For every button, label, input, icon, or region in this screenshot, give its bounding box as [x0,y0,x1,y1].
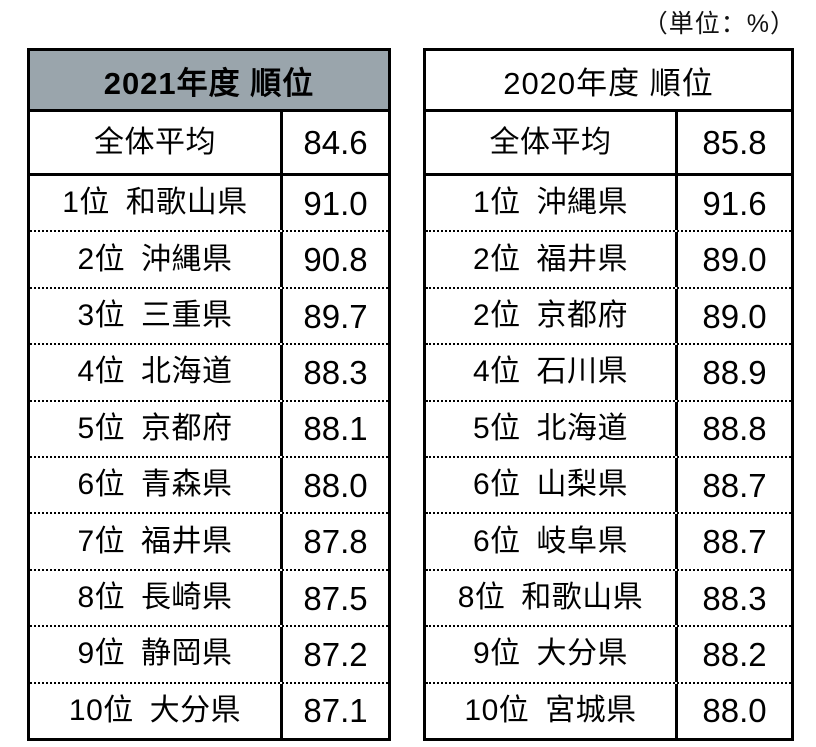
rank-prefecture-cell: 1位 和歌山県 [62,186,248,220]
table-row: 1位 沖縄県 91.6 [426,176,791,231]
table-row: 1位 和歌山県 91.0 [30,176,388,231]
rank-prefecture-cell: 8位 長崎県 [77,581,233,615]
percentage-value-cell: 87.1 [280,683,388,739]
table-row: 10位 宮城県 88.0 [426,681,791,739]
rank-prefecture-cell: 6位 青森県 [77,468,233,502]
table-row: 2位 京都府 89.0 [426,286,791,344]
percentage-value-cell: 88.9 [675,345,791,400]
percentage-value-cell: 87.5 [280,570,388,626]
table-row: 4位 石川県 88.9 [426,343,791,400]
table-row: 8位 長崎県 87.5 [30,568,388,626]
table-body-fy2021: 全体平均 84.6 1位 和歌山県 91.0 2位 沖縄県 90.8 3位 三重県 89.7 4… [30,112,388,739]
percentage-value-cell: 88.2 [675,627,791,682]
table-body-fy2020: 全体平均 85.8 1位 沖縄県 91.6 2位 福井県 89.0 2位 京都府 89.0 4位… [426,112,791,739]
table-row: 全体平均 85.8 [426,112,791,176]
rank-prefecture-cell: 1位 沖縄県 [472,186,629,220]
percentage-value-cell: 84.6 [280,112,388,173]
rank-prefecture-cell: 3位 三重県 [77,299,233,333]
rank-prefecture-cell: 2位 沖縄県 [77,242,233,276]
percentage-value-cell: 89.0 [675,232,791,287]
percentage-value-cell: 87.8 [280,514,388,569]
table-row: 全体平均 84.6 [30,112,388,176]
rank-prefecture-cell: 8位 和歌山県 [457,581,644,615]
rank-prefecture-cell: 6位 山梨県 [472,468,629,502]
percentage-value-cell: 88.7 [675,514,791,569]
table-row: 2位 福井県 89.0 [426,230,791,287]
table-row: 4位 北海道 88.3 [30,343,388,400]
percentage-value-cell: 88.3 [675,570,791,626]
percentage-value-cell: 88.0 [675,683,791,739]
percentage-value-cell: 88.0 [280,458,388,513]
percentage-value-cell: 91.6 [675,176,791,231]
table-row: 5位 北海道 88.8 [426,399,791,457]
percentage-value-cell: 87.2 [280,627,388,682]
table-row: 7位 福井県 87.8 [30,512,388,569]
rank-prefecture-cell: 2位 京都府 [472,299,629,333]
percentage-value-cell: 91.0 [280,176,388,231]
table-header-fy2020: 2020年度 順位 [426,51,791,112]
percentage-value-cell: 88.7 [675,458,791,513]
percentage-value-cell: 90.8 [280,232,388,287]
percentage-value-cell: 89.0 [675,288,791,344]
rank-prefecture-cell: 4位 北海道 [77,355,233,389]
table-row: 6位 岐阜県 88.7 [426,512,791,569]
table-row: 6位 山梨県 88.7 [426,456,791,513]
table-title: 2021年度 順位 [103,65,315,101]
table-row: 8位 和歌山県 88.3 [426,568,791,626]
rank-prefecture-cell: 4位 石川県 [472,355,629,389]
rank-prefecture-cell: 10位 宮城県 [464,693,637,727]
table-row: 9位 大分県 88.2 [426,625,791,682]
rank-prefecture-cell: 6位 岐阜県 [472,524,629,558]
average-label-cell: 全体平均 [94,125,216,159]
table-header-fy2021: 2021年度 順位 [30,51,388,112]
rank-prefecture-cell: 5位 京都府 [77,411,233,445]
rank-prefecture-cell: 2位 福井県 [472,242,629,276]
ranking-table-fy2020: 2020年度 順位 全体平均 85.8 1位 沖縄県 91.6 2位 福井県 89.0 2位… [423,48,794,741]
unit-label: （単位：%） [642,10,796,38]
ranking-table-fy2021: 2021年度 順位 全体平均 84.6 1位 和歌山県 91.0 2位 沖縄県 90.8 3… [27,48,391,741]
table-row: 3位 三重県 89.7 [30,286,388,344]
percentage-value-cell: 88.3 [280,345,388,400]
percentage-value-cell: 88.1 [280,401,388,457]
table-row: 9位 静岡県 87.2 [30,625,388,682]
table-row: 6位 青森県 88.0 [30,456,388,513]
table-row: 10位 大分県 87.1 [30,681,388,739]
rank-prefecture-cell: 5位 北海道 [472,411,629,445]
rank-prefecture-cell: 10位 大分県 [68,693,242,727]
rank-prefecture-cell: 9位 静岡県 [77,637,233,671]
rank-prefecture-cell: 7位 福井県 [77,524,233,558]
table-row: 2位 沖縄県 90.8 [30,230,388,287]
average-label-cell: 全体平均 [489,125,612,159]
percentage-value-cell: 85.8 [675,112,791,173]
rank-prefecture-cell: 9位 大分県 [472,637,629,671]
percentage-value-cell: 88.8 [675,401,791,457]
table-title: 2020年度 順位 [503,65,714,101]
percentage-value-cell: 89.7 [280,288,388,344]
table-row: 5位 京都府 88.1 [30,399,388,457]
